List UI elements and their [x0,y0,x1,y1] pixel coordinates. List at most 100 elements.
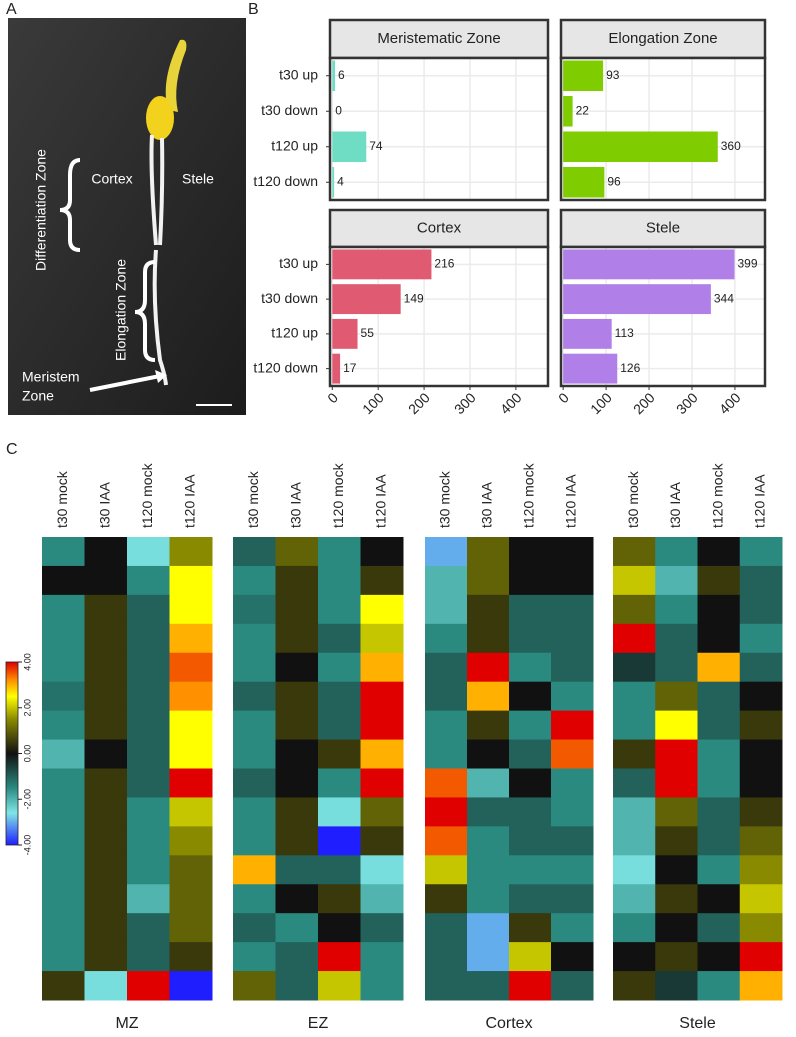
x-tick-label: 200 [630,389,658,417]
heatmap-cell [425,682,468,711]
heatmap-cell [467,971,510,1000]
photo: Differentiation Zone Cortex Stele Elonga… [8,18,246,415]
heatmap-cell [127,624,170,653]
heatmap-cell [233,653,276,682]
heatmap-cell [170,566,213,595]
colorbar-label: -4.00 [22,835,32,856]
heatmap-cell [170,769,213,798]
photo-label: Meristem [22,369,80,385]
heatmap-cell [233,595,276,624]
heatmap-cell [467,653,510,682]
colorbar-label: 2.00 [22,699,32,717]
heatmap-cell [509,826,552,855]
heatmap-title: Stele [679,1015,716,1032]
heatmap-cell [42,942,85,971]
y-tick-label: t120 down [253,359,318,375]
heatmap-cell [42,566,85,595]
value-label: 360 [721,139,741,153]
heatmap-cell [276,624,319,653]
heatmap-cell [613,942,656,971]
heatmap-cell [655,711,698,740]
value-label: 149 [404,291,424,305]
heatmap-cell [698,653,741,682]
heatmap-cell [509,682,552,711]
heatmap-cell [127,855,170,884]
heatmap-cell [740,797,783,826]
heatmap-cell [42,971,85,1000]
heatmap-cell [127,682,170,711]
heatmap-cell [233,913,276,942]
column-label: t120 mock [139,462,155,528]
heatmap-cell [655,855,698,884]
heatmap-cell [170,682,213,711]
heatmap-cell [467,682,510,711]
bar [332,284,400,314]
bar [563,249,734,279]
heatmap-cell [551,537,594,566]
heatmap-cell [509,942,552,971]
heatmap-cell [42,682,85,711]
heatmap-title: Cortex [485,1015,532,1032]
heatmap-cell [127,971,170,1000]
heatmap-cell [318,653,361,682]
heatmap-cell [551,971,594,1000]
heatmap-cell [318,566,361,595]
column-label: t30 mock [54,470,70,528]
photo-label: Stele [182,171,214,187]
heatmap-cell [655,740,698,769]
heatmap-cell [425,537,468,566]
heatmap-cell [233,537,276,566]
heatmap-cell [425,624,468,653]
heatmap-cell [170,537,213,566]
heatmap-cell [361,595,404,624]
heatmap-cell [655,595,698,624]
heatmap-cell [613,826,656,855]
heatmap-cell [509,855,552,884]
heatmap-cell [698,884,741,913]
column-label: t30 IAA [96,481,112,528]
heatmap-cell [361,566,404,595]
heatmap-cell [467,942,510,971]
heatmap-cell [698,566,741,595]
y-tick-label: t120 down [253,173,318,189]
heatmap-cell [613,682,656,711]
bar [563,131,718,162]
heatmap-cell [233,566,276,595]
x-tick-label: 100 [587,389,615,417]
heatmap-cell [425,855,468,884]
heatmap-cell [509,653,552,682]
heatmap-cell [42,624,85,653]
heatmap-cell [467,595,510,624]
heatmap-cell [42,711,85,740]
heatmap-cell [361,826,404,855]
heatmap-cell [740,595,783,624]
heatmap-cell [698,682,741,711]
heatmap-cell [233,711,276,740]
heatmap-cell [85,855,128,884]
heatmap-cell [318,537,361,566]
heatmap-cell [361,884,404,913]
bar [563,60,603,91]
heatmap-cell [127,884,170,913]
heatmap-cell [127,740,170,769]
heatmap-cell [467,769,510,798]
heatmap-cell [740,942,783,971]
heatmap-cell [42,653,85,682]
heatmap-cell [740,971,783,1000]
heatmap-cell [127,942,170,971]
heatmap-cell [467,624,510,653]
column-label: t30 IAA [667,481,683,528]
heatmap-cell [467,913,510,942]
heatmap-cell [127,653,170,682]
panel-label: B [248,1,259,18]
heatmap-cell [85,711,128,740]
facet-title: Elongation Zone [608,30,717,47]
heatmap-cell [127,711,170,740]
column-label: t120 mock [521,462,537,528]
photo-label: Elongation Zone [113,259,129,361]
heatmap-cell [85,797,128,826]
heatmap-cell [318,797,361,826]
heatmap-cell [233,682,276,711]
heatmap-cell [318,942,361,971]
heatmap-cell [318,624,361,653]
